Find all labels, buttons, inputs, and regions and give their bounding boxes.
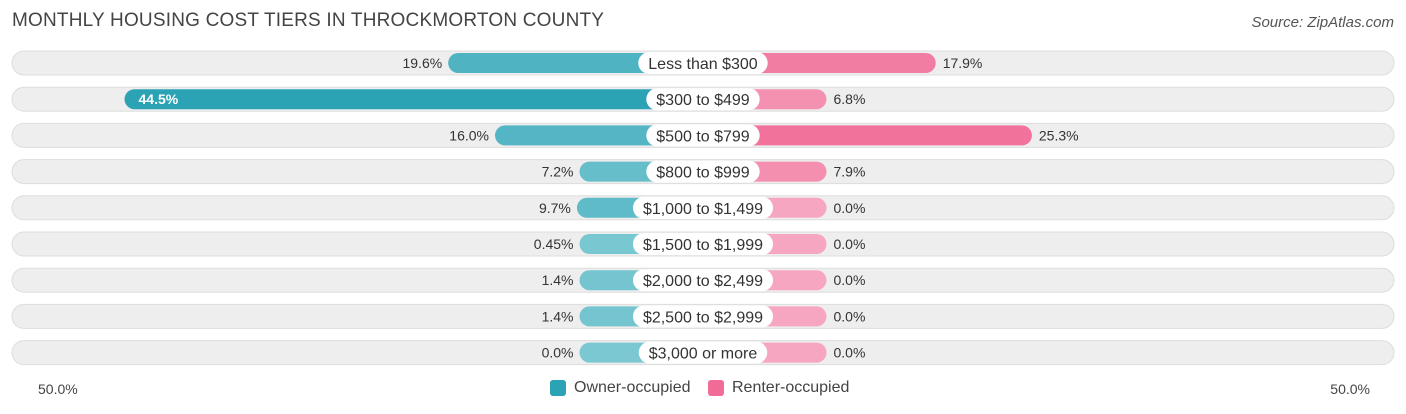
- value-label-owner: 19.6%: [402, 55, 442, 71]
- chart-title: MONTHLY HOUSING COST TIERS IN THROCKMORT…: [12, 10, 605, 31]
- value-label-renter: 0.0%: [834, 200, 866, 216]
- value-label-owner: 1.4%: [542, 308, 574, 324]
- bar-renter: [703, 125, 1032, 146]
- category-label: $300 to $499: [656, 92, 750, 109]
- legend: Owner-occupied Renter-occupied: [0, 379, 1406, 401]
- value-label-renter: 17.9%: [943, 55, 983, 71]
- bar-owner: [124, 89, 703, 110]
- category-label-pill: [646, 160, 760, 183]
- value-label-renter: 7.9%: [834, 164, 866, 180]
- category-label-pill: [632, 196, 774, 219]
- axis-label-right: 50.0%: [1330, 381, 1370, 397]
- value-label-owner: 0.0%: [542, 345, 574, 361]
- value-label-owner: 44.5%: [139, 91, 179, 107]
- category-label: $3,000 or more: [649, 346, 758, 363]
- value-label-owner: 1.4%: [542, 272, 574, 288]
- value-label-owner: 7.2%: [542, 164, 574, 180]
- category-label-pill: [646, 124, 760, 147]
- category-label: Less than $300: [648, 56, 758, 73]
- value-label-owner: 9.7%: [539, 200, 571, 216]
- source-note: Source: ZipAtlas.com: [1251, 14, 1394, 31]
- category-label-pill: [646, 88, 760, 111]
- category-label: $500 to $799: [656, 128, 750, 145]
- category-label-pill: [638, 52, 768, 74]
- legend-renter-swatch: [708, 380, 724, 396]
- value-label-renter: 25.3%: [1039, 127, 1079, 143]
- category-label-pill: [638, 341, 768, 364]
- bar-owner: [448, 53, 703, 73]
- value-label-renter: 0.0%: [834, 308, 866, 324]
- axis-label-left: 50.0%: [38, 381, 78, 397]
- value-label-renter: 0.0%: [834, 236, 866, 252]
- category-label: $1,500 to $1,999: [643, 237, 763, 254]
- legend-renter-label: Renter-occupied: [732, 379, 850, 396]
- value-label-owner: 0.45%: [534, 236, 574, 252]
- legend-owner: Owner-occupied: [550, 379, 691, 397]
- legend-owner-swatch: [550, 380, 566, 396]
- value-label-renter: 0.0%: [834, 272, 866, 288]
- category-label: $2,500 to $2,999: [643, 309, 763, 326]
- chart-area: Less than $300 19.6% 17.9% $300 to $499 44.5…: [11, 50, 1395, 366]
- category-label: $800 to $999: [656, 165, 750, 182]
- category-label-pill: [632, 305, 774, 328]
- value-label-renter: 6.8%: [834, 91, 866, 107]
- value-label-renter: 0.0%: [834, 345, 866, 361]
- category-label: $1,000 to $1,499: [643, 201, 763, 218]
- legend-owner-label: Owner-occupied: [574, 379, 691, 396]
- category-label-pill: [632, 269, 774, 292]
- category-label: $2,000 to $2,499: [643, 273, 763, 290]
- category-label-pill: [632, 233, 774, 255]
- legend-renter: Renter-occupied: [708, 379, 849, 397]
- value-label-owner: 16.0%: [449, 127, 489, 143]
